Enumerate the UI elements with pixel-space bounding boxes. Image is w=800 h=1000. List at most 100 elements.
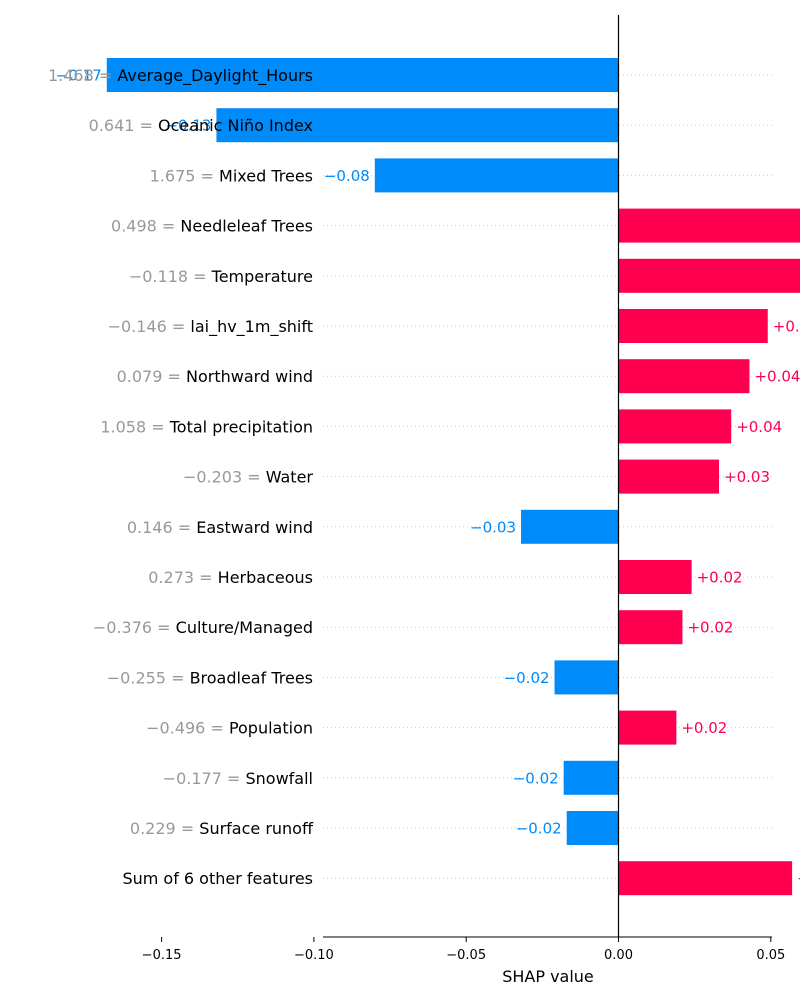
- feature-name: Needleleaf Trees: [180, 217, 313, 236]
- feature-value: 0.641: [89, 116, 135, 135]
- feature-name: Total precipitation: [169, 417, 313, 436]
- equals-sign: =: [134, 116, 158, 135]
- bar-value-label: −0.02: [504, 669, 550, 687]
- equals-sign: =: [94, 66, 118, 85]
- x-axis-label: SHAP value: [502, 967, 594, 986]
- feature-name: lai_hv_1m_shift: [190, 317, 313, 337]
- feature-value: 0.079: [117, 367, 163, 386]
- feature-name: Snowfall: [246, 769, 314, 788]
- bar-value-label: −0.02: [513, 769, 559, 787]
- bar-positive: [618, 861, 793, 896]
- bar-positive: [618, 560, 692, 594]
- feature-name: Sum of 6 other features: [122, 869, 313, 888]
- feature-value: −0.376: [93, 618, 152, 637]
- bar-value-label: −0.17: [56, 67, 102, 85]
- feature-name: Herbaceous: [218, 568, 313, 587]
- bar-positive: [618, 459, 720, 494]
- feature-label: −0.496 = Population: [146, 719, 313, 738]
- feature-label: 1.058 = Total precipitation: [100, 417, 313, 436]
- bar-value-label: +0.05: [773, 318, 800, 336]
- equals-sign: =: [146, 417, 170, 436]
- equals-sign: =: [205, 719, 229, 738]
- feature-name: Culture/Managed: [176, 618, 313, 637]
- bar-negative: [374, 158, 619, 193]
- feature-label: −0.376 = Culture/Managed: [93, 618, 313, 637]
- feature-value: −0.177: [163, 769, 222, 788]
- equals-sign: =: [173, 518, 197, 537]
- bar-negative: [521, 509, 619, 544]
- feature-value: 1.058: [100, 417, 146, 436]
- feature-name: Eastward wind: [196, 518, 313, 537]
- equals-sign: =: [188, 267, 212, 286]
- feature-label: Sum of 6 other features: [122, 869, 313, 888]
- bar-positive: [618, 258, 800, 293]
- feature-value: −0.146: [108, 317, 167, 336]
- feature-label: 0.273 = Herbaceous: [148, 568, 313, 587]
- feature-name: Average_Daylight_Hours: [117, 66, 313, 86]
- bar-value-label: +0.02: [687, 619, 733, 637]
- feature-label: 1.468 = Average_Daylight_Hours: [48, 66, 313, 86]
- equals-sign: =: [167, 317, 191, 336]
- bar-value-label: −0.08: [324, 167, 370, 185]
- feature-label: −0.255 = Broadleaf Trees: [107, 668, 313, 687]
- equals-sign: =: [166, 668, 190, 687]
- equals-sign: =: [162, 367, 186, 386]
- equals-sign: =: [194, 568, 218, 587]
- feature-label: −0.146 = lai_hv_1m_shift: [108, 317, 313, 337]
- equals-sign: =: [195, 166, 219, 185]
- feature-value: 0.273: [148, 568, 194, 587]
- feature-label: 0.498 = Needleleaf Trees: [111, 217, 313, 236]
- bar-negative: [566, 811, 619, 845]
- bar-negative: [216, 108, 619, 143]
- feature-name: Northward wind: [186, 367, 313, 386]
- feature-value: 1.675: [150, 166, 196, 185]
- bar-value-label: +0.02: [697, 569, 743, 587]
- feature-name: Oceanic Niño Index: [158, 116, 313, 135]
- bar-negative: [563, 760, 619, 795]
- bar-value-label: +0.06: [797, 870, 800, 888]
- bar-positive: [618, 710, 677, 745]
- bar-positive: [618, 409, 732, 444]
- bar-value-label: −0.13: [165, 117, 211, 135]
- feature-label: 0.146 = Eastward wind: [127, 518, 313, 537]
- feature-value: −0.496: [146, 719, 205, 738]
- bar-positive: [618, 208, 800, 243]
- feature-name: Mixed Trees: [219, 166, 313, 185]
- bar-value-label: +0.03: [724, 468, 770, 486]
- feature-value: −0.255: [107, 668, 166, 687]
- equals-sign: =: [176, 819, 200, 838]
- feature-label: 0.079 = Northward wind: [117, 367, 313, 386]
- feature-name: Surface runoff: [199, 819, 314, 838]
- bar-positive: [618, 309, 768, 343]
- equals-sign: =: [242, 468, 266, 487]
- x-tick-label: 0.00: [604, 948, 633, 963]
- feature-name: Population: [229, 719, 313, 738]
- feature-label: −0.177 = Snowfall: [163, 769, 313, 788]
- feature-value: 0.146: [127, 518, 173, 537]
- feature-name: Temperature: [211, 267, 313, 286]
- feature-label: 0.641 = Oceanic Niño Index: [89, 116, 313, 135]
- bar-value-label: +0.04: [736, 418, 782, 436]
- equals-sign: =: [152, 618, 176, 637]
- x-tick-label: −0.05: [446, 948, 486, 963]
- bars: [106, 58, 800, 896]
- bar-positive: [618, 610, 683, 645]
- x-axis: −0.15−0.10−0.050.000.050.10: [142, 936, 785, 963]
- bar-value-label: −0.03: [470, 518, 516, 536]
- x-tick-label: 0.05: [756, 948, 785, 963]
- feature-label: 0.229 = Surface runoff: [130, 819, 314, 838]
- feature-value: 0.229: [130, 819, 176, 838]
- bar-positive: [618, 359, 750, 394]
- bar-negative: [554, 660, 619, 695]
- feature-value: −0.118: [129, 267, 188, 286]
- feature-label: −0.118 = Temperature: [129, 267, 313, 286]
- feature-name: Water: [266, 468, 314, 487]
- equals-sign: =: [157, 217, 181, 236]
- feature-name: Broadleaf Trees: [190, 668, 313, 687]
- equals-sign: =: [222, 769, 246, 788]
- bar-negative: [106, 58, 619, 92]
- x-tick-label: −0.15: [142, 948, 182, 963]
- bar-value-label: +0.04: [754, 368, 800, 386]
- feature-labels: −0.171.468 = Average_Daylight_Hours −0.13…: [48, 66, 800, 888]
